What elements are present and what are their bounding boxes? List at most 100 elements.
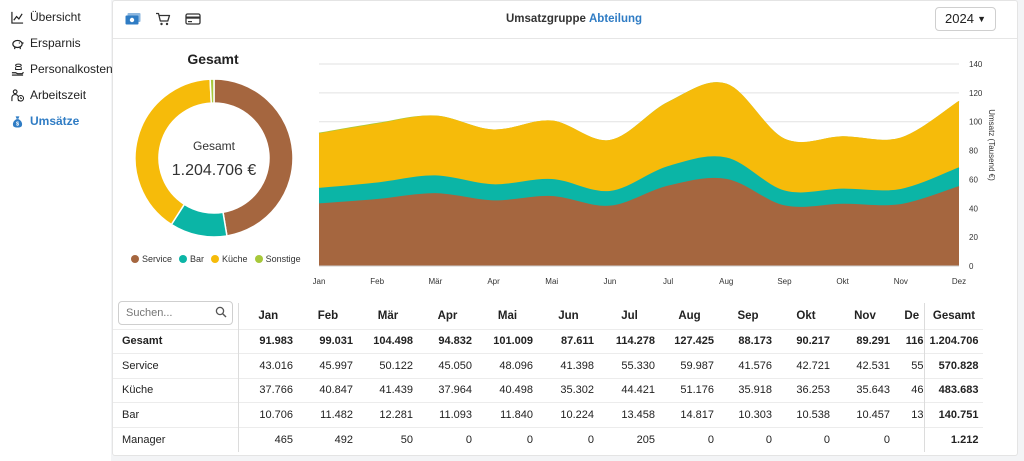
table-cell: 42.531 bbox=[835, 353, 895, 378]
table-cell: 35.302 bbox=[538, 377, 599, 403]
table-cell: 44.421 bbox=[599, 377, 660, 403]
table-cell: 48.096 bbox=[477, 353, 538, 378]
column-header[interactable]: Jun bbox=[558, 309, 579, 322]
year-select[interactable]: 2024 ▼ bbox=[935, 7, 996, 31]
sidebar-item-uebersicht[interactable]: Übersicht bbox=[0, 4, 111, 30]
sidebar-item-label: Übersicht bbox=[30, 10, 81, 24]
legend-label: Küche bbox=[222, 254, 248, 264]
hand-coins-icon bbox=[11, 63, 24, 76]
table-cell: 0 bbox=[777, 426, 835, 452]
cart-icon[interactable] bbox=[155, 12, 171, 26]
column-header[interactable]: Jan bbox=[237, 303, 298, 329]
table-cell: 114.278 bbox=[599, 328, 660, 354]
table-cell: 40.498 bbox=[477, 377, 538, 403]
column-header[interactable]: Aug bbox=[678, 309, 701, 322]
table-cell: 94.832 bbox=[418, 328, 477, 354]
column-header[interactable]: De bbox=[904, 309, 920, 322]
legend-label: Bar bbox=[190, 254, 205, 264]
credit-card-icon[interactable] bbox=[185, 12, 201, 26]
table-cell: 0 bbox=[477, 426, 538, 452]
column-header[interactable]: Mai bbox=[497, 309, 518, 322]
donut-title: Gesamt bbox=[187, 51, 239, 67]
y-tick-label: 20 bbox=[969, 233, 978, 242]
table-cell: 104.498 bbox=[358, 328, 418, 354]
table-cell: 0 bbox=[538, 426, 599, 452]
table-cell: 37.766 bbox=[237, 377, 298, 403]
table-row: Bar 10.706 11.482 12.281 11.093 11.840 10.224 1… bbox=[113, 402, 984, 427]
table-cell: 35.643 bbox=[835, 377, 895, 403]
row-total: 1.212 bbox=[923, 426, 984, 452]
table-cell: 42.721 bbox=[777, 353, 835, 378]
table-cell: 41.576 bbox=[719, 353, 777, 378]
sidebar-item-ersparnis[interactable]: Ersparnis bbox=[0, 30, 111, 56]
table-cell: 10.457 bbox=[835, 402, 895, 427]
x-tick-label: Aug bbox=[719, 277, 733, 286]
column-header[interactable]: Mär bbox=[377, 309, 399, 322]
legend-dot bbox=[179, 255, 188, 263]
row-label: Gesamt bbox=[113, 328, 238, 354]
area-chart: 0 20 40 60 80 100 120 140 Jan Feb Mär Apr Mai Jun Jul A… bbox=[313, 60, 996, 286]
y-tick-label: 80 bbox=[969, 147, 978, 156]
column-header[interactable]: Apr bbox=[437, 309, 458, 322]
table-cell: 88.173 bbox=[719, 328, 777, 354]
legend-item[interactable]: Bar bbox=[179, 254, 204, 264]
x-tick-label: Feb bbox=[370, 277, 384, 286]
x-tick-label: Okt bbox=[836, 277, 849, 286]
table-row: Service 43.016 45.997 50.122 45.050 48.096 41.… bbox=[113, 353, 984, 378]
sidebar-item-label: Umsätze bbox=[30, 114, 80, 128]
area-series-line-service bbox=[318, 177, 960, 209]
x-tick-label: Sep bbox=[777, 277, 792, 286]
column-header[interactable]: Feb bbox=[317, 309, 339, 322]
table-cell: 11.840 bbox=[477, 402, 538, 427]
sidebar-item-personalkosten[interactable]: Personalkosten bbox=[0, 56, 113, 82]
table-cell: 59.987 bbox=[660, 353, 719, 378]
donut-slice-sonstige[interactable] bbox=[209, 79, 215, 104]
x-tick-label: Nov bbox=[894, 277, 908, 286]
donut-center-value: 1.204.706 € bbox=[171, 162, 257, 179]
sidebar-item-arbeitszeit[interactable]: Arbeitszeit bbox=[0, 82, 111, 108]
sidebar: Übersicht Ersparnis Personalkosten Arbei… bbox=[0, 0, 113, 461]
table-cell: 0 bbox=[719, 426, 777, 452]
row-label: Küche bbox=[113, 377, 238, 403]
table-header-label-cell bbox=[113, 303, 238, 329]
table-cell: 14.817 bbox=[660, 402, 719, 427]
legend-item[interactable]: Küche bbox=[211, 254, 248, 264]
legend-item[interactable]: Service bbox=[131, 254, 172, 264]
x-tick-label: Jul bbox=[663, 277, 673, 286]
table-cell: 10.706 bbox=[237, 402, 298, 427]
area-series-service[interactable] bbox=[319, 178, 959, 266]
table-cell: 45.050 bbox=[418, 353, 477, 378]
row-total: 140.751 bbox=[923, 402, 984, 427]
donut-legend: Service Bar Küche Sonstige bbox=[131, 254, 301, 264]
revenue-table: Jan Feb Mär Apr Mai Jun Jul Aug Sep Okt Nov De Gesam… bbox=[113, 303, 1017, 452]
table-row: Küche 37.766 40.847 41.439 37.964 40.498 35.30… bbox=[113, 377, 984, 403]
search-icon bbox=[215, 306, 227, 318]
table-cell: 87.611 bbox=[538, 328, 599, 354]
tab-umsatzgruppe[interactable]: Umsatzgruppe bbox=[506, 13, 586, 25]
column-header-total[interactable]: Gesamt bbox=[923, 303, 984, 329]
table-cell: 51.176 bbox=[660, 377, 719, 403]
top-bar: Umsatzgruppe Abteilung 2024 ▼ bbox=[113, 1, 1017, 39]
legend-label: Service bbox=[142, 254, 173, 264]
table-cell: 40.847 bbox=[298, 377, 358, 403]
x-tick-label: Dez bbox=[952, 277, 966, 286]
tab-abteilung[interactable]: Abteilung bbox=[589, 13, 643, 25]
table-cell: 46 bbox=[895, 377, 924, 403]
table-cell: 10.224 bbox=[538, 402, 599, 427]
column-header[interactable]: Sep bbox=[737, 309, 759, 322]
column-header[interactable]: Okt bbox=[796, 309, 816, 322]
money-bag-icon: $ bbox=[12, 115, 23, 127]
search-input[interactable] bbox=[118, 301, 233, 325]
column-header[interactable]: Nov bbox=[854, 309, 876, 322]
cash-icon[interactable] bbox=[125, 12, 141, 26]
row-total: 570.828 bbox=[923, 353, 984, 378]
table-cell: 55.330 bbox=[599, 353, 660, 378]
column-header[interactable]: Jul bbox=[621, 309, 638, 322]
table-header-row: Jan Feb Mär Apr Mai Jun Jul Aug Sep Okt Nov De Gesam… bbox=[113, 303, 984, 329]
legend-item[interactable]: Sonstige bbox=[254, 254, 301, 264]
sidebar-item-umsaetze[interactable]: $ Umsätze bbox=[0, 108, 111, 134]
donut-slice-service[interactable] bbox=[213, 79, 293, 237]
sidebar-item-label: Arbeitszeit bbox=[30, 88, 87, 102]
y-axis-label: Umsatz (Tausend €) bbox=[987, 109, 996, 181]
y-tick-label: 100 bbox=[969, 118, 983, 127]
